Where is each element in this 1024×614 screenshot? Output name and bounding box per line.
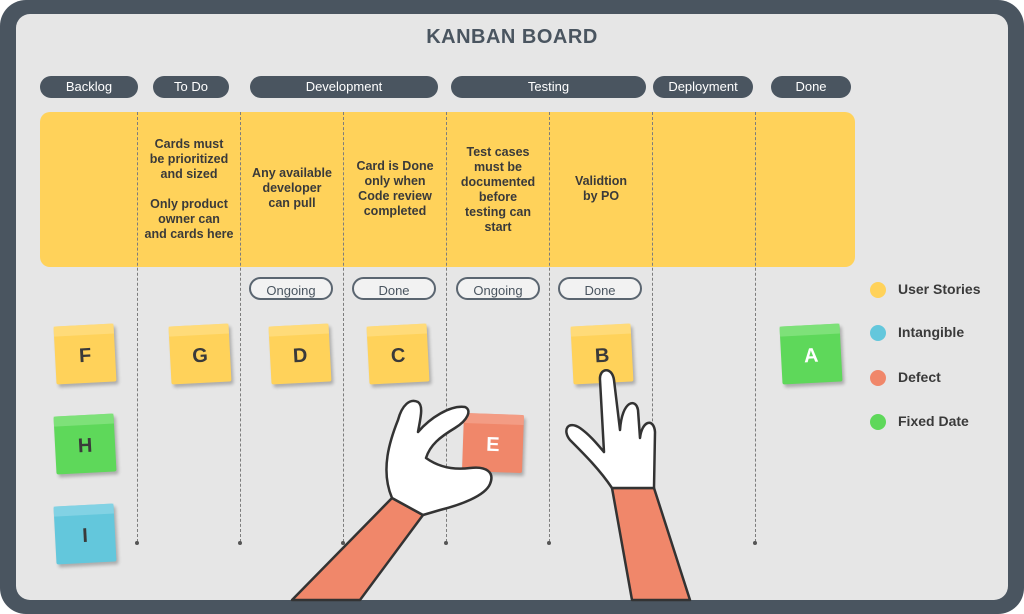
policy-todo: Cards must be prioritized and sized Only… xyxy=(144,137,234,241)
subcolumn-test-done[interactable]: Done xyxy=(558,277,642,300)
column-header-testing[interactable]: Testing xyxy=(451,76,646,98)
legend-dot xyxy=(870,414,886,430)
left-hand xyxy=(385,399,493,517)
legend-label: Defect xyxy=(898,369,941,385)
column-divider xyxy=(446,112,447,542)
subcolumn-dev-done[interactable]: Done xyxy=(352,277,436,300)
divider-end-dot xyxy=(135,541,139,545)
left-arm xyxy=(290,496,425,602)
legend-dot xyxy=(870,370,886,386)
right-hand xyxy=(565,369,657,490)
subcolumn-test-ongoing[interactable]: Ongoing xyxy=(456,277,540,300)
legend-label: User Stories xyxy=(898,281,981,297)
board-title: KANBAN BOARD xyxy=(426,26,598,48)
legend-label: Intangible xyxy=(898,324,965,340)
legend-dot xyxy=(870,325,886,341)
divider-end-dot xyxy=(238,541,242,545)
policy-test-ongoing: Test cases must be documented before tes… xyxy=(460,145,536,234)
kanban-board xyxy=(16,14,1008,600)
column-divider xyxy=(755,112,756,542)
policy-test-done: Validtion by PO xyxy=(574,174,628,203)
subcolumn-dev-ongoing[interactable]: Ongoing xyxy=(249,277,333,300)
right-arm xyxy=(610,486,692,602)
legend-dot xyxy=(870,282,886,298)
divider-end-dot xyxy=(753,541,757,545)
divider-end-dot xyxy=(341,541,345,545)
column-divider xyxy=(137,112,138,542)
column-divider xyxy=(240,112,241,542)
legend-label: Fixed Date xyxy=(898,413,969,429)
divider-end-dot xyxy=(547,541,551,545)
column-header-todo[interactable]: To Do xyxy=(153,76,229,98)
divider-end-dot xyxy=(444,541,448,545)
column-header-development[interactable]: Development xyxy=(250,76,438,98)
column-header-deployment[interactable]: Deployment xyxy=(653,76,753,98)
column-divider xyxy=(652,112,653,542)
policy-band xyxy=(40,112,855,267)
policy-dev-done: Card is Done only when Code review compl… xyxy=(356,159,434,218)
column-divider xyxy=(343,112,344,542)
column-header-done[interactable]: Done xyxy=(771,76,851,98)
policy-dev-ongoing: Any available developer can pull xyxy=(252,166,332,210)
column-divider xyxy=(549,112,550,542)
column-header-backlog[interactable]: Backlog xyxy=(40,76,138,98)
